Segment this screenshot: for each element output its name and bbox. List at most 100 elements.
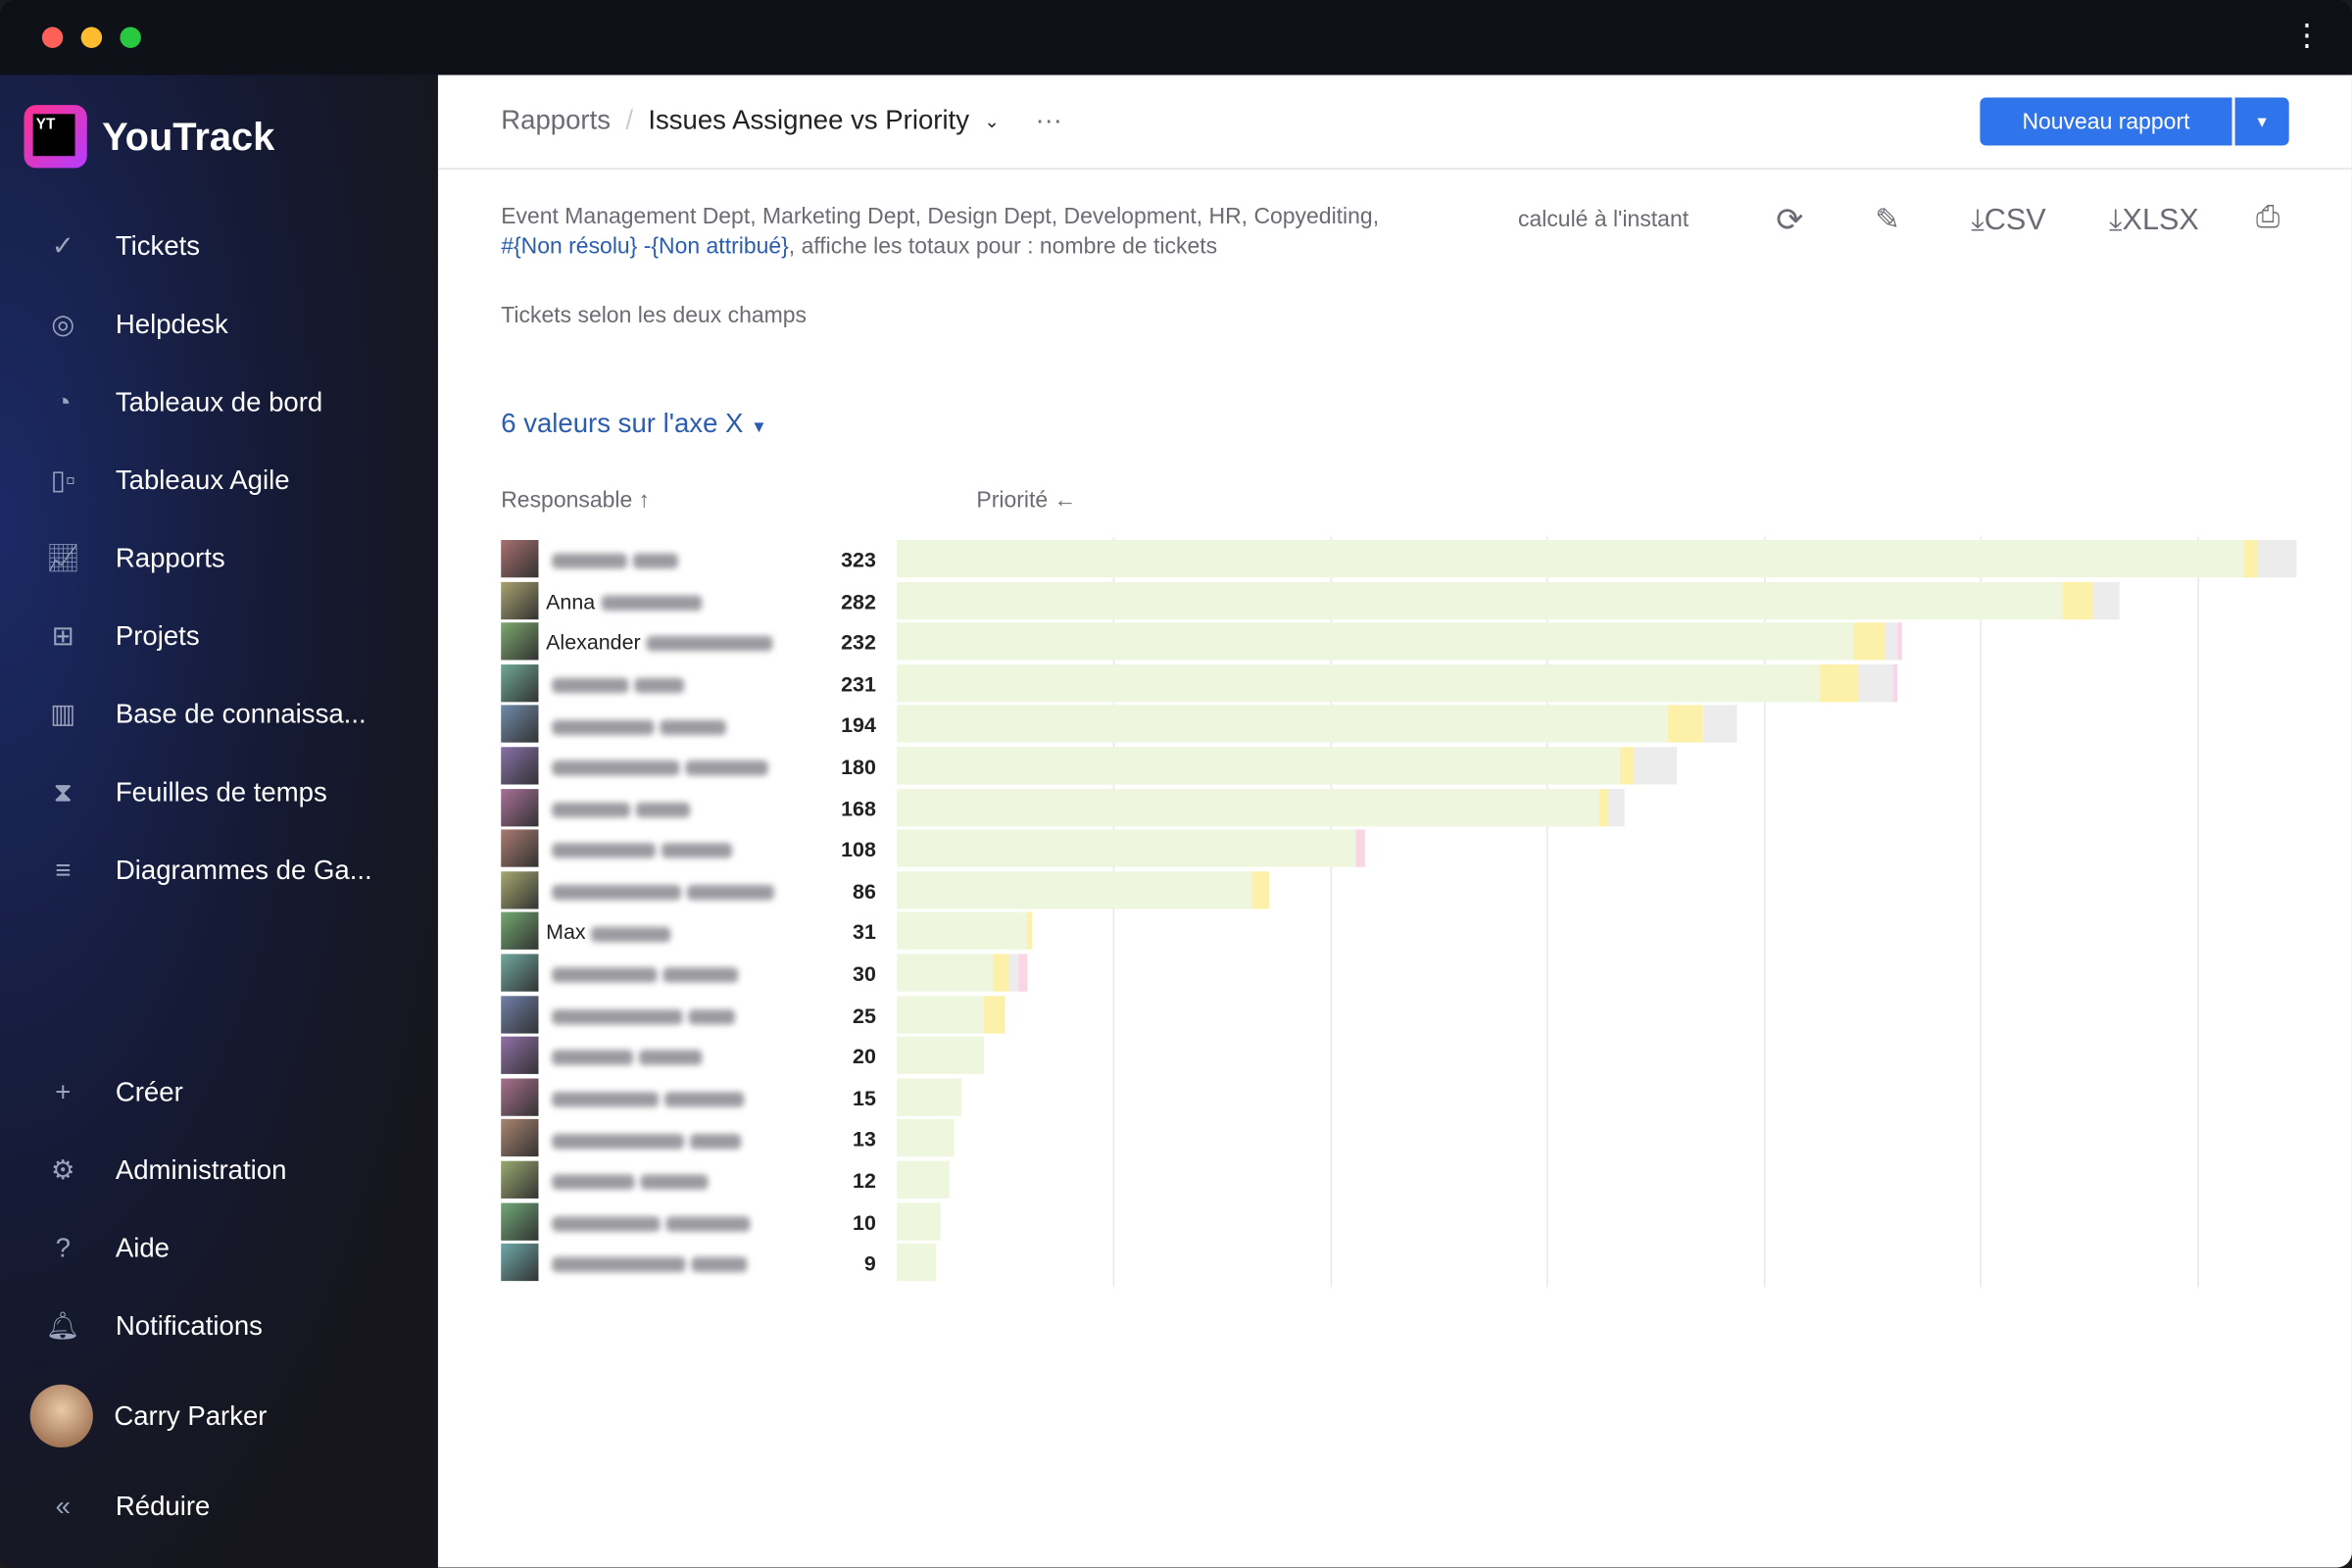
bar-segment-priority-3[interactable] [1893, 663, 1898, 703]
bar-segment-priority-0[interactable] [897, 954, 993, 992]
assignee-name[interactable] [546, 1003, 735, 1026]
bar-segment-priority-1[interactable] [1598, 788, 1608, 826]
table-row[interactable]: 194 [501, 705, 2301, 746]
collapse-sidebar-button[interactable]: « Réduire [0, 1467, 211, 1545]
assignee-name[interactable] [546, 1251, 748, 1275]
assignee-name[interactable] [546, 548, 678, 571]
bar-segment-priority-2[interactable] [1702, 705, 1738, 744]
bar-segment-priority-0[interactable] [897, 705, 1669, 744]
bar-segment-priority-0[interactable] [897, 829, 1356, 867]
sidebar-item-chart[interactable]: 📈︎ Rapports [0, 519, 438, 598]
table-row[interactable]: 30 [501, 954, 2301, 994]
table-row[interactable]: 168 [501, 788, 2301, 828]
bar-segment-priority-0[interactable] [897, 581, 2063, 619]
bar-segment-priority-1[interactable] [1668, 705, 1703, 744]
bar-segment-priority-1[interactable] [983, 995, 1005, 1033]
bar-segment-priority-2[interactable] [1607, 788, 1626, 826]
print-icon[interactable]: ⎙ [2256, 201, 2280, 234]
bar-segment-priority-1[interactable] [1620, 747, 1634, 785]
sidebar-item-hourglass[interactable]: ⧗ Feuilles de temps [0, 753, 438, 831]
bar-segment-priority-0[interactable] [897, 995, 984, 1033]
table-row[interactable]: 10 [501, 1201, 2301, 1243]
bar-segment-priority-0[interactable] [897, 1119, 954, 1157]
chevron-down-icon[interactable]: ⌄ [984, 110, 1000, 131]
table-row[interactable]: 231 [501, 663, 2301, 705]
bar-segment-priority-1[interactable] [992, 954, 1010, 992]
bar-segment-priority-3[interactable] [1897, 622, 1902, 661]
sidebar-item-dashboard[interactable]: ◔ Tableaux de bord [0, 363, 438, 441]
table-row[interactable]: 13 [501, 1119, 2301, 1159]
priority-column-header[interactable]: Priorité ← [976, 487, 1077, 514]
assignee-name[interactable] [546, 837, 732, 860]
query-link[interactable]: #{Non résolu} -{Non attribué} [501, 233, 789, 260]
bar-segment-priority-0[interactable] [897, 912, 1027, 951]
export-xlsx-button[interactable]: ⤓ XLSX [2109, 204, 2199, 238]
edit-icon[interactable]: ✎ [1875, 204, 1900, 237]
bar-segment-priority-2[interactable] [1009, 954, 1019, 992]
assignee-name[interactable]: Max [546, 920, 671, 944]
export-csv-button[interactable]: ⤓ CSV [1971, 204, 2045, 238]
assignee-column-header[interactable]: Responsable ↑ [501, 487, 651, 514]
table-row[interactable]: 323 [501, 540, 2301, 580]
table-row[interactable]: 108 [501, 829, 2301, 870]
table-row[interactable]: 12 [501, 1160, 2301, 1201]
bar-segment-priority-0[interactable] [897, 663, 1821, 703]
user-profile[interactable]: Carry Parker [0, 1377, 267, 1455]
sidebar-item-agile-board[interactable]: ▯▫ Tableaux Agile [0, 441, 438, 519]
assignee-name[interactable]: Anna [546, 589, 702, 612]
bar-segment-priority-3[interactable] [1355, 829, 1365, 867]
assignee-name[interactable] [546, 1086, 745, 1109]
sidebar-item-grid[interactable]: ⊞ Projets [0, 597, 438, 675]
bar-segment-priority-0[interactable] [897, 1201, 941, 1241]
bar-segment-priority-0[interactable] [897, 1160, 950, 1199]
table-row[interactable]: 15 [501, 1078, 2301, 1118]
new-report-button[interactable]: Nouveau rapport [1980, 97, 2232, 146]
sidebar-item-gear[interactable]: ⚙ Administration [0, 1131, 438, 1209]
bar-segment-priority-1[interactable] [1251, 870, 1270, 909]
bar-segment-priority-0[interactable] [897, 747, 1621, 785]
assignee-name[interactable] [546, 713, 726, 737]
bar-segment-priority-2[interactable] [2092, 581, 2120, 619]
more-options-button[interactable]: ··· [1035, 105, 1062, 135]
bar-segment-priority-1[interactable] [2244, 540, 2258, 578]
bar-segment-priority-2[interactable] [1633, 747, 1678, 785]
table-row[interactable]: 9 [501, 1244, 2301, 1284]
table-row[interactable]: Anna 282 [501, 581, 2301, 621]
sidebar-item-check-circle[interactable]: ✓ Tickets [0, 207, 438, 285]
bar-segment-priority-0[interactable] [897, 788, 1599, 826]
table-row[interactable]: Max 31 [501, 912, 2301, 953]
sidebar-item-lifebuoy[interactable]: ◎ Helpdesk [0, 285, 438, 364]
table-row[interactable]: Alexander 232 [501, 622, 2301, 662]
minimize-window-button[interactable] [80, 26, 103, 48]
maximize-window-button[interactable] [120, 26, 141, 48]
assignee-name[interactable] [546, 1168, 709, 1192]
bar-segment-priority-0[interactable] [897, 1244, 937, 1282]
table-row[interactable]: 86 [501, 870, 2301, 911]
sidebar-item-help[interactable]: ? Aide [0, 1209, 438, 1288]
sidebar-item-bell[interactable]: 🔔︎ Notifications [0, 1287, 438, 1365]
close-window-button[interactable] [41, 26, 64, 48]
refresh-icon[interactable]: ⟳ [1776, 201, 1804, 239]
bar-segment-priority-2[interactable] [1885, 622, 1898, 661]
breadcrumb-reports-link[interactable]: Rapports [501, 105, 612, 135]
sidebar-item-gantt[interactable]: ≡ Diagrammes de Ga... [0, 831, 438, 909]
assignee-name[interactable] [546, 755, 768, 778]
bar-segment-priority-3[interactable] [1018, 954, 1027, 992]
table-row[interactable]: 20 [501, 1036, 2301, 1077]
table-row[interactable]: 180 [501, 747, 2301, 787]
bar-segment-priority-1[interactable] [2062, 581, 2093, 619]
assignee-name[interactable] [546, 1045, 703, 1068]
bar-segment-priority-2[interactable] [1858, 663, 1894, 703]
bar-segment-priority-1[interactable] [1854, 622, 1886, 661]
bar-segment-priority-0[interactable] [897, 1036, 984, 1075]
sidebar-item-plus[interactable]: + Créer [0, 1053, 438, 1131]
bar-segment-priority-0[interactable] [897, 1078, 962, 1116]
sidebar-item-book[interactable]: ▥ Base de connaissa... [0, 675, 438, 754]
assignee-name[interactable] [546, 796, 691, 819]
x-axis-values-dropdown[interactable]: 6 valeurs sur l'axe X ▼ [501, 408, 767, 439]
new-report-dropdown-button[interactable]: ▾ [2234, 97, 2289, 146]
table-row[interactable]: 25 [501, 995, 2301, 1036]
assignee-name[interactable] [546, 961, 739, 985]
window-menu-icon[interactable]: ⋮ [2291, 19, 2323, 53]
assignee-name[interactable]: Alexander [546, 630, 773, 655]
